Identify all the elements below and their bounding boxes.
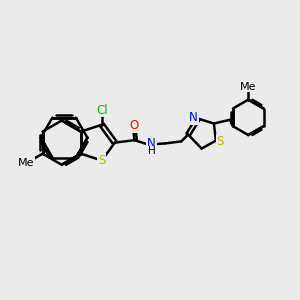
- Text: N: N: [147, 137, 156, 150]
- Text: Me: Me: [240, 82, 256, 92]
- Text: N: N: [189, 111, 198, 124]
- Text: Cl: Cl: [96, 103, 108, 117]
- Text: S: S: [98, 154, 106, 167]
- Text: S: S: [217, 135, 224, 148]
- Text: Me: Me: [18, 158, 34, 168]
- Text: O: O: [129, 119, 139, 133]
- Text: H: H: [148, 146, 155, 157]
